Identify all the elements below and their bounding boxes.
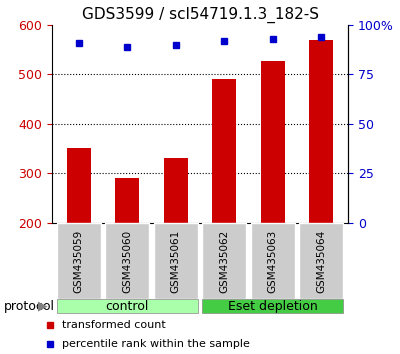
Text: GSM435064: GSM435064 <box>316 229 326 293</box>
Bar <box>115 178 139 223</box>
Text: GSM435063: GSM435063 <box>268 229 278 293</box>
Bar <box>202 223 246 299</box>
Text: GSM435060: GSM435060 <box>122 229 132 293</box>
Text: Eset depletion: Eset depletion <box>228 300 318 313</box>
Bar <box>212 79 236 223</box>
Bar <box>154 223 198 299</box>
Bar <box>164 158 188 223</box>
Text: GSM435059: GSM435059 <box>74 229 84 293</box>
Text: protocol: protocol <box>4 300 55 313</box>
Bar <box>261 61 285 223</box>
Bar <box>300 223 343 299</box>
Bar <box>251 223 295 299</box>
Text: GSM435062: GSM435062 <box>219 229 229 293</box>
Bar <box>57 223 100 299</box>
Bar <box>66 148 91 223</box>
Text: GSM435061: GSM435061 <box>171 229 181 293</box>
Text: ▶: ▶ <box>38 300 48 313</box>
Bar <box>105 223 149 299</box>
Text: transformed count: transformed count <box>62 320 166 330</box>
Text: control: control <box>106 300 149 313</box>
Text: percentile rank within the sample: percentile rank within the sample <box>62 339 250 349</box>
Bar <box>202 299 343 313</box>
Bar <box>309 40 334 223</box>
Title: GDS3599 / scl54719.1.3_182-S: GDS3599 / scl54719.1.3_182-S <box>82 7 318 23</box>
Bar <box>57 299 198 313</box>
